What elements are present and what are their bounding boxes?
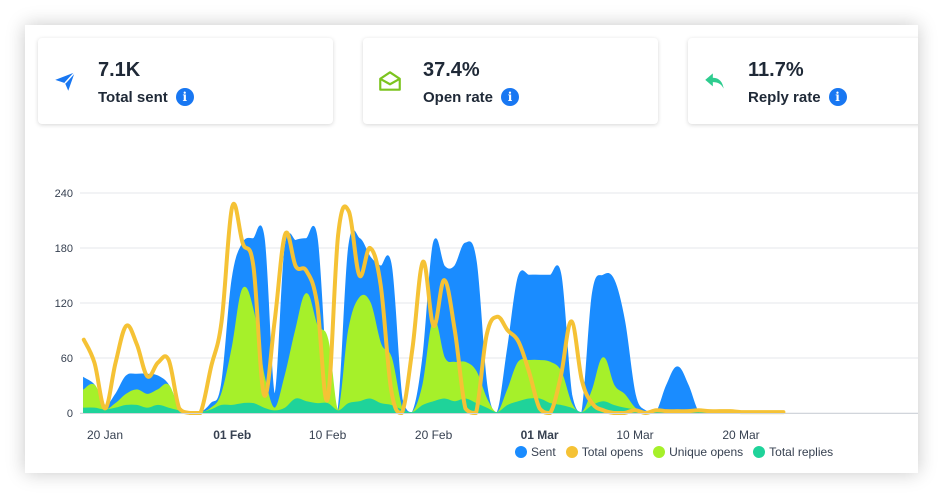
y-tick-label: 120: [55, 298, 73, 310]
x-tick-label: 10 Feb: [309, 428, 347, 442]
dashboard-panel: 7.1K Total sent i 37.4% Open rate i 11.7…: [25, 25, 918, 473]
legend-label: Sent: [531, 445, 556, 459]
stat-card-reply-rate: 11.7% Reply rate i: [688, 38, 918, 124]
stat-label: Total sent: [98, 88, 168, 106]
legend-item-unique-opens[interactable]: Unique opens: [653, 445, 743, 459]
legend-label: Total replies: [769, 445, 834, 459]
legend-item-total-replies[interactable]: Total replies: [753, 445, 833, 459]
x-tick-label: 20 Feb: [415, 428, 453, 442]
stat-card-open-rate: 37.4% Open rate i: [363, 38, 658, 124]
stat-label: Reply rate: [748, 88, 821, 106]
stat-value: 11.7%: [748, 59, 804, 81]
open-envelope-icon: [377, 68, 403, 94]
legend-label: Unique opens: [669, 445, 744, 459]
y-tick-label: 240: [55, 188, 73, 200]
y-tick-label: 180: [55, 243, 73, 255]
stat-label: Open rate: [423, 88, 494, 106]
email-activity-chart: 0 60 120 180 240 20 Jan 01 Feb 10 Feb 20 Feb 01 M…: [55, 188, 918, 442]
series-line-total-opens: [81, 201, 786, 415]
stat-label-row: Reply rate i: [748, 88, 847, 106]
stat-card-total-sent: 7.1K Total sent i: [38, 38, 333, 124]
stat-label-row: Total sent i: [98, 88, 194, 106]
legend-swatch: [653, 446, 666, 458]
info-icon[interactable]: i: [501, 88, 520, 106]
chart-legend: Sent Total opens Unique opens Total repl…: [515, 445, 833, 459]
legend-swatch: [515, 446, 527, 458]
y-tick-label: 60: [61, 353, 73, 365]
y-tick-label: 0: [67, 408, 73, 420]
legend-swatch: [753, 446, 766, 458]
legend-swatch: [565, 446, 578, 458]
legend-item-sent[interactable]: Sent: [515, 445, 556, 459]
x-tick-label: 20 Mar: [722, 428, 759, 442]
x-tick-label: 01 Feb: [213, 428, 251, 442]
x-tick-label: 10 Mar: [616, 428, 653, 442]
x-tick-label: 20 Jan: [87, 428, 123, 442]
info-icon[interactable]: i: [828, 88, 847, 106]
stat-value: 37.4%: [423, 59, 480, 81]
x-tick-label: 01 Mar: [521, 428, 559, 442]
reply-arrow-icon: [702, 68, 728, 94]
legend-item-total-opens[interactable]: Total opens: [565, 445, 644, 459]
legend-label: Total opens: [581, 445, 644, 459]
stat-label-row: Open rate i: [423, 88, 520, 106]
paper-plane-icon: [52, 68, 78, 94]
stat-value: 7.1K: [98, 59, 141, 81]
info-icon[interactable]: i: [175, 88, 194, 106]
